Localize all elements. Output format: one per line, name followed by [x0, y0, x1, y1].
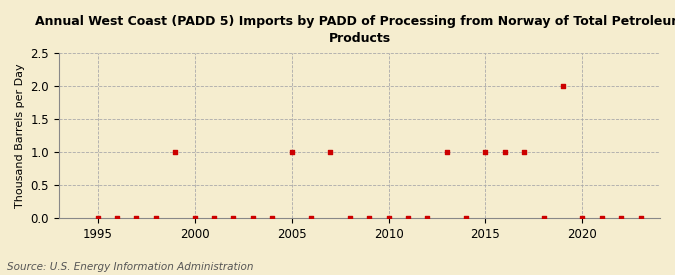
Point	[286, 150, 297, 154]
Point	[538, 216, 549, 220]
Point	[111, 216, 122, 220]
Point	[189, 216, 200, 220]
Point	[248, 216, 259, 220]
Point	[461, 216, 472, 220]
Point	[344, 216, 355, 220]
Point	[131, 216, 142, 220]
Point	[616, 216, 626, 220]
Point	[558, 84, 568, 88]
Point	[364, 216, 375, 220]
Point	[422, 216, 433, 220]
Point	[170, 150, 181, 154]
Point	[92, 216, 103, 220]
Point	[480, 150, 491, 154]
Point	[500, 150, 510, 154]
Point	[597, 216, 608, 220]
Y-axis label: Thousand Barrels per Day: Thousand Barrels per Day	[15, 63, 25, 208]
Point	[325, 150, 335, 154]
Point	[209, 216, 219, 220]
Point	[228, 216, 239, 220]
Point	[577, 216, 588, 220]
Point	[441, 150, 452, 154]
Title: Annual West Coast (PADD 5) Imports by PADD of Processing from Norway of Total Pe: Annual West Coast (PADD 5) Imports by PA…	[35, 15, 675, 45]
Point	[151, 216, 161, 220]
Point	[635, 216, 646, 220]
Point	[306, 216, 317, 220]
Point	[402, 216, 413, 220]
Point	[519, 150, 530, 154]
Text: Source: U.S. Energy Information Administration: Source: U.S. Energy Information Administ…	[7, 262, 253, 272]
Point	[267, 216, 277, 220]
Point	[383, 216, 394, 220]
